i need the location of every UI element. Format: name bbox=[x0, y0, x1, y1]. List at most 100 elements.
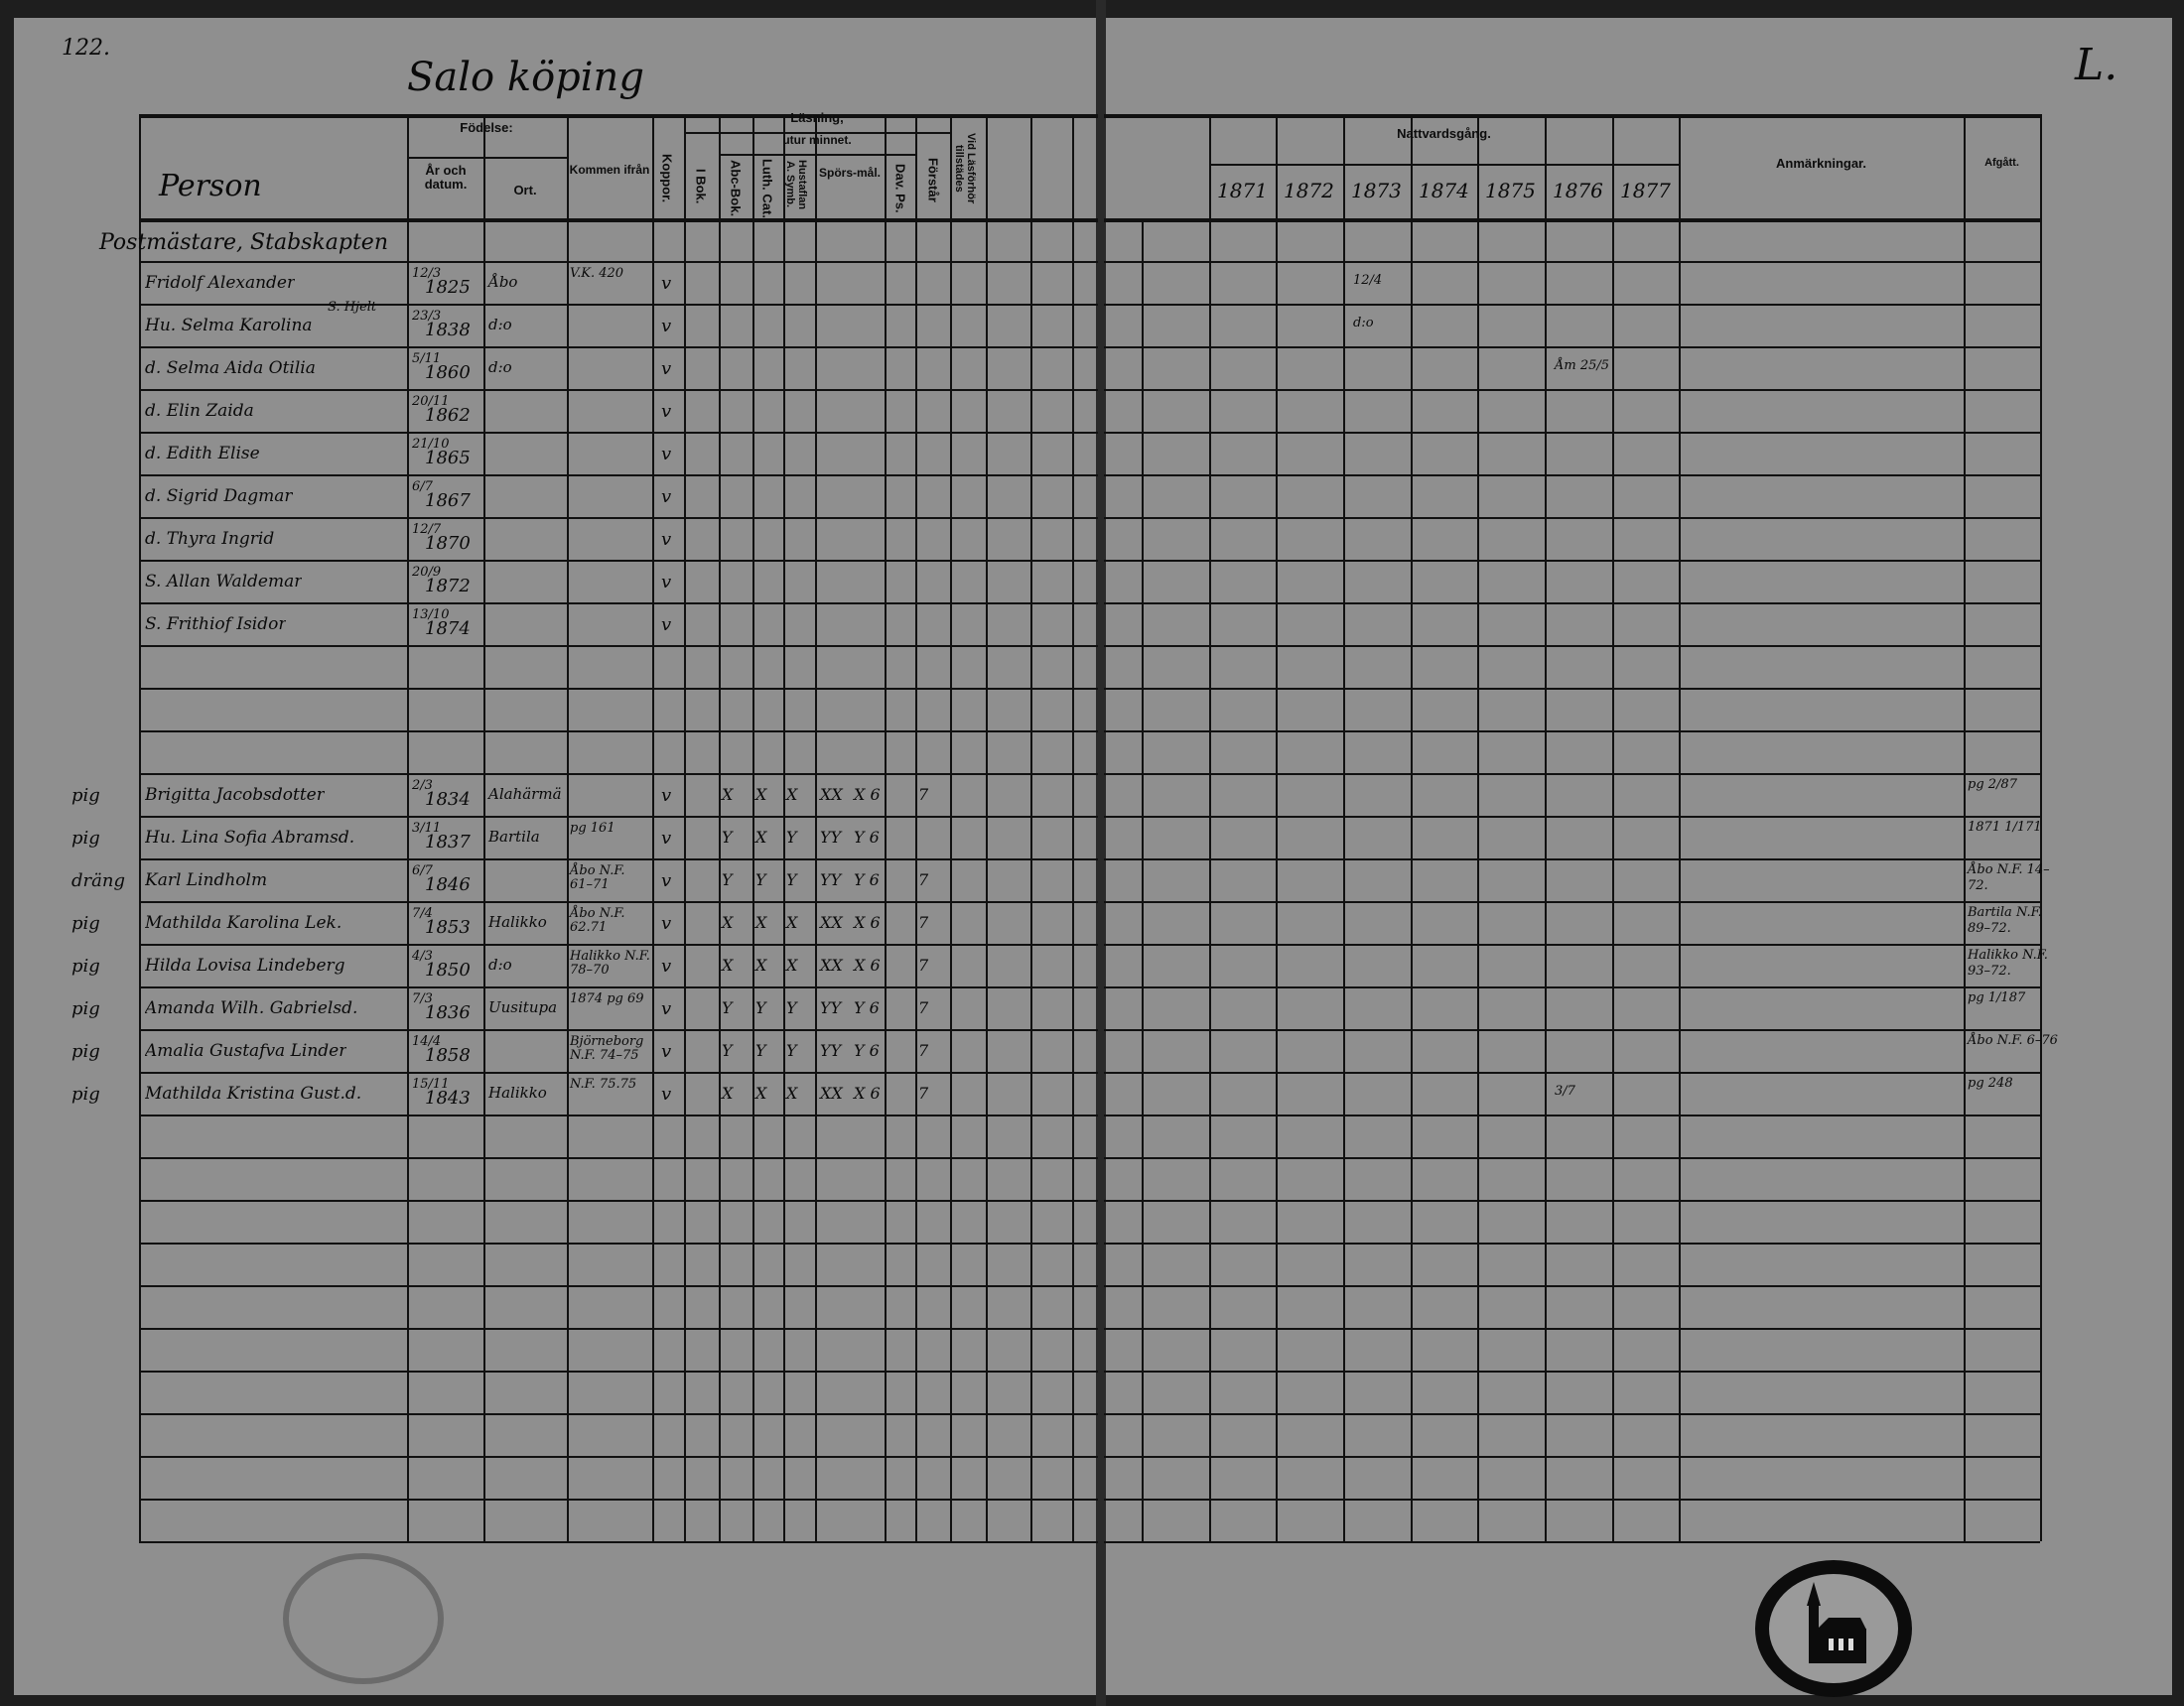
birth-place: d:o bbox=[488, 358, 512, 376]
departure-note: Halikko N.F. 93–72. bbox=[1968, 948, 2048, 979]
communion-entry-1873: 12/4 bbox=[1353, 273, 1383, 288]
person-name: d. Elin Zaida bbox=[145, 401, 254, 421]
year-header-1871: 1871 bbox=[1217, 179, 1268, 202]
person-name: Amalia Gustafva Linder bbox=[145, 1041, 347, 1061]
column-rule bbox=[783, 114, 785, 1541]
row-rule bbox=[1104, 1328, 2040, 1330]
column-rule bbox=[483, 114, 485, 1541]
row-rule bbox=[139, 1072, 1098, 1074]
row-rule bbox=[1104, 1072, 2040, 1074]
birth-day-month: 12/7 bbox=[412, 522, 442, 537]
reading-mark: 7 bbox=[918, 998, 929, 1017]
reading-mark: X bbox=[755, 828, 767, 847]
header-fodelse: Födelse: bbox=[460, 120, 513, 135]
person-name: Mathilda Kristina Gust.d. bbox=[145, 1084, 362, 1104]
reading-mark: Y 6 bbox=[854, 870, 880, 889]
row-rule bbox=[139, 1029, 1098, 1031]
row-rule bbox=[1104, 730, 2040, 732]
row-rule bbox=[139, 944, 1098, 946]
row-rule bbox=[139, 218, 1098, 222]
row-rule bbox=[1104, 1115, 2040, 1116]
reading-mark: Y 6 bbox=[854, 828, 880, 847]
birth-year: 1843 bbox=[425, 1088, 471, 1109]
koppor-mark: v bbox=[661, 273, 672, 294]
row-rule bbox=[139, 858, 1098, 860]
koppor-mark: v bbox=[661, 572, 672, 592]
column-rule bbox=[567, 114, 569, 1541]
row-rule bbox=[1104, 1029, 2040, 1031]
koppor-mark: v bbox=[661, 1041, 672, 1062]
row-rule bbox=[139, 688, 1098, 690]
birth-year: 1846 bbox=[425, 874, 471, 895]
birth-day-month: 23/3 bbox=[412, 309, 442, 324]
column-rule bbox=[652, 114, 654, 1541]
margin-occupation: pig bbox=[71, 913, 100, 934]
person-name: d. Edith Elise bbox=[145, 444, 260, 463]
column-rule bbox=[719, 114, 721, 1541]
fodelse-rule bbox=[407, 157, 567, 159]
birth-year: 1834 bbox=[425, 789, 471, 810]
row-rule bbox=[139, 346, 1098, 348]
column-rule bbox=[915, 114, 917, 1541]
reading-mark: X 6 bbox=[854, 913, 881, 932]
reading-mark: XX bbox=[820, 785, 843, 804]
row-rule bbox=[1104, 346, 2040, 348]
person-name: S. Frithiof Isidor bbox=[145, 614, 287, 634]
year-header-1872: 1872 bbox=[1284, 179, 1334, 202]
communion-entry-1873: d:o bbox=[1353, 316, 1374, 330]
reading-mark: X bbox=[755, 1084, 767, 1103]
row-rule bbox=[1104, 560, 2040, 562]
margin-occupation: pig bbox=[71, 1084, 100, 1105]
row-rule bbox=[1104, 1285, 2040, 1287]
departure-note: 1871 1/171 bbox=[1968, 820, 2042, 835]
row-rule bbox=[139, 261, 1098, 263]
row-rule bbox=[1104, 1413, 2040, 1415]
header-koppor: Koppor. bbox=[659, 154, 675, 203]
reading-mark: YY bbox=[820, 828, 842, 847]
reading-mark: YY bbox=[820, 870, 842, 889]
row-rule bbox=[139, 1499, 1098, 1501]
birth-day-month: 13/10 bbox=[412, 607, 450, 622]
birth-place: Halikko bbox=[488, 913, 547, 931]
column-rule bbox=[1343, 114, 1345, 1541]
birth-day-month: 6/7 bbox=[412, 863, 433, 878]
row-rule bbox=[139, 1413, 1098, 1415]
koppor-mark: v bbox=[661, 785, 672, 806]
birth-year: 1872 bbox=[425, 576, 471, 596]
column-rule bbox=[950, 114, 952, 1541]
birth-year: 1838 bbox=[425, 320, 471, 340]
birth-year: 1858 bbox=[425, 1045, 471, 1066]
reading-mark: 7 bbox=[918, 870, 929, 889]
header-i-bok: I Bok. bbox=[693, 168, 709, 204]
row-rule bbox=[139, 1371, 1098, 1373]
margin-occupation: pig bbox=[71, 956, 100, 977]
column-rule bbox=[1964, 114, 1966, 1541]
header-sporsmal: Spörs-mål. bbox=[818, 166, 881, 180]
household-heading: Postmästare, Stabskapten bbox=[99, 230, 388, 255]
reading-mark: Y bbox=[755, 870, 766, 889]
birth-year: 1860 bbox=[425, 362, 471, 383]
header-top-rule bbox=[1104, 114, 2040, 118]
reading-mark: 7 bbox=[918, 913, 929, 932]
row-rule bbox=[139, 816, 1098, 818]
header-ar-datum: År och datum. bbox=[424, 163, 468, 193]
reading-mark: X bbox=[722, 785, 734, 804]
year-header-1874: 1874 bbox=[1419, 179, 1469, 202]
margin-occupation: pig bbox=[71, 828, 100, 849]
row-rule bbox=[139, 645, 1098, 647]
row-rule bbox=[139, 901, 1098, 903]
row-rule bbox=[1104, 1499, 2040, 1501]
koppor-mark: v bbox=[661, 1084, 672, 1105]
reading-mark: Y bbox=[786, 870, 797, 889]
column-rule bbox=[1545, 114, 1547, 1541]
reading-mark: Y bbox=[786, 1041, 797, 1060]
row-rule bbox=[139, 304, 1098, 306]
reading-mark: X 6 bbox=[854, 785, 881, 804]
reading-mark: X bbox=[786, 913, 798, 932]
year-header-1876: 1876 bbox=[1553, 179, 1603, 202]
column-rule bbox=[2040, 114, 2042, 1541]
row-rule bbox=[139, 602, 1098, 604]
birth-day-month: 20/11 bbox=[412, 394, 450, 409]
reading-mark: YY bbox=[820, 1041, 842, 1060]
birth-place: Halikko bbox=[488, 1084, 547, 1102]
